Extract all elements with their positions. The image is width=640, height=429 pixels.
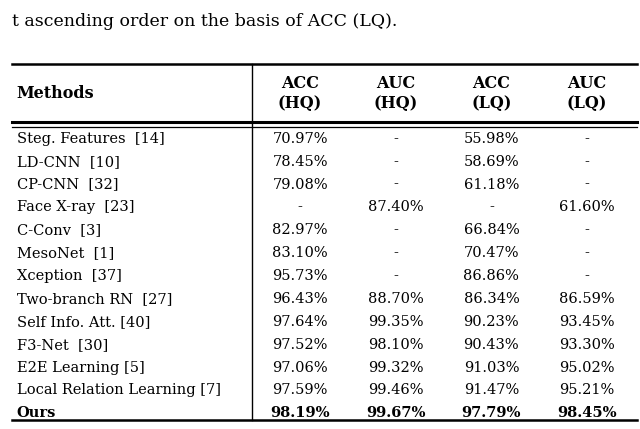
- Text: Self Info. Att. [40]: Self Info. Att. [40]: [17, 315, 150, 329]
- Text: 70.97%: 70.97%: [273, 132, 328, 146]
- Text: 91.03%: 91.03%: [463, 360, 519, 375]
- Text: 99.35%: 99.35%: [368, 315, 424, 329]
- Text: -: -: [394, 224, 398, 237]
- Text: 83.10%: 83.10%: [272, 246, 328, 260]
- Text: -: -: [394, 246, 398, 260]
- Text: 87.40%: 87.40%: [368, 200, 424, 214]
- Text: 91.47%: 91.47%: [464, 384, 519, 397]
- Text: ACC
(HQ): ACC (HQ): [278, 75, 322, 112]
- Text: AUC
(LQ): AUC (LQ): [567, 75, 607, 112]
- Text: 95.21%: 95.21%: [559, 384, 614, 397]
- Text: 90.23%: 90.23%: [463, 315, 519, 329]
- Text: 86.59%: 86.59%: [559, 292, 615, 306]
- Text: ACC
(LQ): ACC (LQ): [471, 75, 511, 112]
- Text: C-Conv  [3]: C-Conv [3]: [17, 224, 100, 237]
- Text: 93.30%: 93.30%: [559, 338, 615, 352]
- Text: Face X-ray  [23]: Face X-ray [23]: [17, 200, 134, 214]
- Text: 96.43%: 96.43%: [272, 292, 328, 306]
- Text: F3-Net  [30]: F3-Net [30]: [17, 338, 108, 352]
- Text: 66.84%: 66.84%: [463, 224, 519, 237]
- Text: 98.45%: 98.45%: [557, 406, 617, 420]
- Text: 79.08%: 79.08%: [272, 178, 328, 192]
- Text: Ours: Ours: [17, 406, 56, 420]
- Text: MesoNet  [1]: MesoNet [1]: [17, 246, 114, 260]
- Text: -: -: [298, 200, 303, 214]
- Text: -: -: [394, 132, 398, 146]
- Text: 70.47%: 70.47%: [463, 246, 519, 260]
- Text: 55.98%: 55.98%: [463, 132, 519, 146]
- Text: -: -: [585, 132, 589, 146]
- Text: 90.43%: 90.43%: [463, 338, 519, 352]
- Text: 78.45%: 78.45%: [273, 155, 328, 169]
- Text: 97.06%: 97.06%: [272, 360, 328, 375]
- Text: 97.79%: 97.79%: [461, 406, 521, 420]
- Text: 86.86%: 86.86%: [463, 269, 519, 283]
- Text: 97.59%: 97.59%: [273, 384, 328, 397]
- Text: -: -: [585, 269, 589, 283]
- Text: 97.64%: 97.64%: [273, 315, 328, 329]
- Text: 61.60%: 61.60%: [559, 200, 615, 214]
- Text: -: -: [585, 224, 589, 237]
- Text: 99.46%: 99.46%: [368, 384, 424, 397]
- Text: -: -: [489, 200, 494, 214]
- Text: Steg. Features  [14]: Steg. Features [14]: [17, 132, 164, 146]
- Text: 97.52%: 97.52%: [273, 338, 328, 352]
- Text: Local Relation Learning [7]: Local Relation Learning [7]: [17, 384, 221, 397]
- Text: 61.18%: 61.18%: [464, 178, 519, 192]
- Text: 95.02%: 95.02%: [559, 360, 615, 375]
- Text: -: -: [394, 269, 398, 283]
- Text: 95.73%: 95.73%: [273, 269, 328, 283]
- Text: -: -: [585, 246, 589, 260]
- Text: -: -: [585, 155, 589, 169]
- Text: 93.45%: 93.45%: [559, 315, 615, 329]
- Text: AUC
(HQ): AUC (HQ): [374, 75, 418, 112]
- Text: CP-CNN  [32]: CP-CNN [32]: [17, 178, 118, 192]
- Text: 98.10%: 98.10%: [368, 338, 424, 352]
- Text: E2E Learning [5]: E2E Learning [5]: [17, 360, 145, 375]
- Text: LD-CNN  [10]: LD-CNN [10]: [17, 155, 120, 169]
- Text: 98.19%: 98.19%: [270, 406, 330, 420]
- Text: 86.34%: 86.34%: [463, 292, 519, 306]
- Text: Xception  [37]: Xception [37]: [17, 269, 122, 283]
- Text: 82.97%: 82.97%: [273, 224, 328, 237]
- Text: 99.67%: 99.67%: [366, 406, 426, 420]
- Text: -: -: [394, 155, 398, 169]
- Text: Methods: Methods: [17, 85, 94, 102]
- Text: 88.70%: 88.70%: [368, 292, 424, 306]
- Text: 58.69%: 58.69%: [463, 155, 519, 169]
- Text: 99.32%: 99.32%: [368, 360, 424, 375]
- Text: Two-branch RN  [27]: Two-branch RN [27]: [17, 292, 172, 306]
- Text: t ascending order on the basis of ACC (LQ).: t ascending order on the basis of ACC (L…: [12, 13, 397, 30]
- Text: -: -: [394, 178, 398, 192]
- Text: -: -: [585, 178, 589, 192]
